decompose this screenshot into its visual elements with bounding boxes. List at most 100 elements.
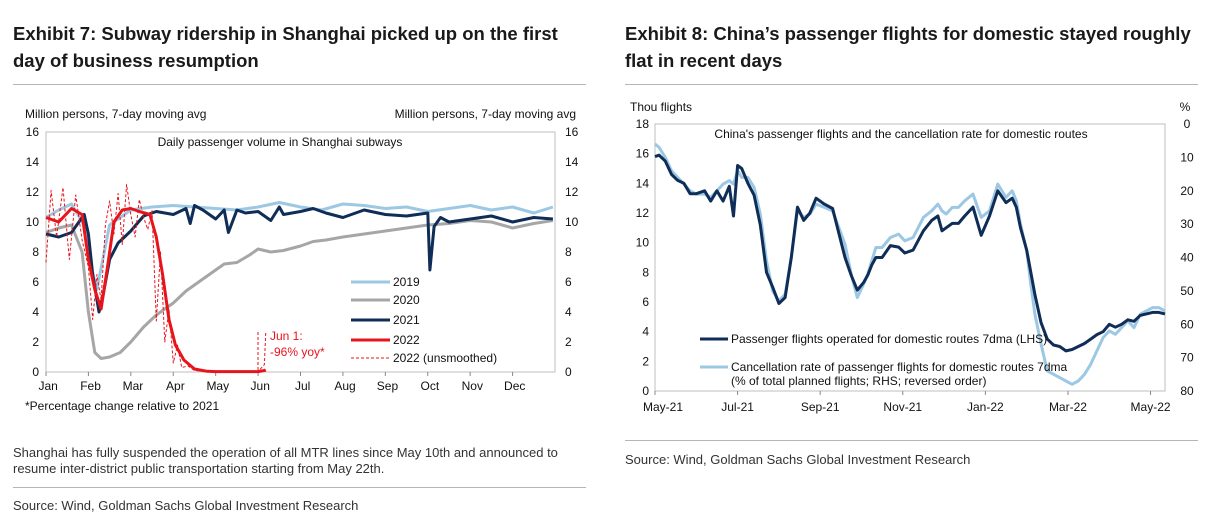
chart7-xtick-label: Aug [334, 379, 355, 393]
chart8-ytick-right: 20 [1180, 184, 1194, 198]
exhibit-7-source: Source: Wind, Goldman Sachs Global Inves… [13, 498, 359, 513]
legend-cancel-label-2: (% of total planned flights; RHS; revers… [731, 374, 986, 388]
chart7-ytick-left: 6 [32, 275, 39, 289]
chart7-xtick-label: May [206, 379, 229, 393]
chart8-line-flights [654, 153, 1166, 353]
chart8-ytick-left: 8 [642, 265, 649, 279]
chart8-plot-frame [654, 123, 1166, 392]
chart7-legend: 2019 2020 2021 2022 2022 (unsmoothed) [351, 275, 497, 365]
chart8-title: China's passenger flights and the cancel… [714, 127, 1087, 141]
chart7-line-2022-unsmoothed- [45, 184, 267, 373]
chart7-footnote: *Percentage change relative to 2021 [25, 399, 219, 413]
chart8-xtick-label: Nov-21 [883, 400, 922, 414]
exhibit-8-source: Source: Wind, Goldman Sachs Global Inves… [625, 452, 971, 467]
chart7-ytick-left: 8 [32, 245, 39, 259]
chart7-line-2020 [45, 219, 554, 360]
chart7-line-2022 [45, 207, 267, 374]
chart7-ytick-right: 6 [565, 275, 572, 289]
chart8-right-axis-title: % [1180, 100, 1191, 114]
legend-cancel-label-1: Cancellation rate of passenger flights f… [731, 360, 1068, 374]
chart7-series [45, 184, 554, 374]
chart7-legend-label: 2020 [393, 293, 420, 307]
exhibit-7-chart: Million persons, 7-day moving avg Millio… [25, 107, 579, 413]
chart7-left-ticks: 0 2 4 6 8 10 12 14 16 [26, 125, 40, 379]
chart8-xtick-label: Jul-21 [721, 400, 754, 414]
chart7-ytick-right: 8 [565, 245, 572, 259]
chart8-ytick-right: 80 [1180, 384, 1194, 398]
chart7-ytick-left: 10 [26, 215, 40, 229]
chart8-line-cancellation-rate [654, 142, 1166, 386]
chart7-ytick-left: 16 [26, 125, 40, 139]
chart8-xtick-label: May-22 [1131, 400, 1171, 414]
chart7-ytick-right: 12 [565, 185, 579, 199]
exhibit-7-note: Shanghai has fully suspended the operati… [13, 445, 558, 476]
chart8-ytick-left: 12 [636, 206, 650, 220]
chart7-xtick-label: Nov [462, 379, 483, 393]
chart8-xtick-label: Sep-21 [801, 400, 840, 414]
exhibit-7-bottom-rule [13, 487, 586, 488]
chart7-ytick-right: 4 [565, 305, 572, 319]
chart8-ytick-right: 60 [1180, 317, 1194, 331]
chart7-legend-label: 2022 (unsmoothed) [393, 351, 497, 365]
chart7-xtick-label: Jul [295, 379, 310, 393]
chart7-ytick-left: 4 [32, 305, 39, 319]
chart7-ytick-left: 2 [32, 335, 39, 349]
chart8-ytick-right: 50 [1180, 284, 1194, 298]
chart7-xtick-label: Dec [504, 379, 525, 393]
chart8-ytick-right: 30 [1180, 217, 1194, 231]
chart7-xtick-label: Oct [421, 379, 440, 393]
chart7-legend-label: 2019 [393, 275, 420, 289]
chart8-ytick-left: 18 [636, 117, 650, 131]
chart7-ytick-left: 0 [32, 365, 39, 379]
chart7-ytick-right: 10 [565, 215, 579, 229]
chart8-left-axis-title: Thou flights [630, 100, 692, 114]
chart8-xtick-label: May-21 [643, 400, 683, 414]
exhibit-7-top-rule [13, 84, 586, 85]
chart7-ytick-right: 2 [565, 335, 572, 349]
chart8-xtick-label: Jan-22 [967, 400, 1004, 414]
chart7-right-axis-title: Million persons, 7-day moving avg [395, 107, 576, 121]
exhibit-7-panel: Exhibit 7: Subway ridership in Shanghai … [0, 0, 590, 520]
chart7-xtick-label: Jan [38, 379, 57, 393]
chart7-title: Daily passenger volume in Shanghai subwa… [158, 135, 403, 149]
chart8-ytick-left: 0 [642, 384, 649, 398]
exhibit-8-panel: Exhibit 8: China’s passenger flights for… [615, 0, 1210, 520]
chart7-ytick-left: 12 [26, 185, 40, 199]
chart8-series [654, 142, 1166, 386]
chart8-ytick-left: 16 [636, 147, 650, 161]
chart8-ytick-right: 0 [1184, 117, 1191, 131]
chart8-ytick-right: 40 [1180, 251, 1194, 265]
chart7-ytick-right: 14 [565, 155, 579, 169]
exhibit-8-chart: Thou flights % China's passenger flights… [630, 100, 1194, 414]
chart8-xtick-label: Mar-22 [1049, 400, 1087, 414]
chart8-ytick-left: 10 [636, 236, 650, 250]
chart7-xtick-label: Feb [80, 379, 101, 393]
chart8-x-ticks: May-21 Jul-21 Sep-21 Nov-21 Jan-22 Mar-22 May-… [643, 391, 1171, 414]
chart8-ytick-left: 14 [636, 176, 650, 190]
legend-flights-label: Passenger flights operated for domestic … [731, 332, 1047, 346]
jun1-annotation-line2: -96% yoy* [270, 345, 325, 359]
chart8-left-ticks: 0 2 4 6 8 10 12 14 16 18 [636, 117, 650, 398]
exhibit-8-bottom-rule [625, 440, 1198, 441]
chart7-right-ticks: 0 2 4 6 8 10 12 14 16 [565, 125, 579, 379]
chart7-ytick-left: 14 [26, 155, 40, 169]
chart8-ytick-left: 6 [642, 295, 649, 309]
chart7-x-ticks: Jan Feb Mar Apr May Jun Jul Aug Sep Oct Nov Dec [38, 372, 525, 393]
chart7-legend-label: 2022 [393, 333, 420, 347]
chart8-ytick-right: 70 [1180, 351, 1194, 365]
exhibit-7-title: Exhibit 7: Subway ridership in Shanghai … [13, 23, 558, 71]
chart7-xtick-label: Sep [377, 379, 399, 393]
chart8-ytick-left: 2 [642, 354, 649, 368]
chart7-xtick-label: Mar [123, 379, 144, 393]
chart8-right-ticks: 0 10 20 30 40 50 60 70 80 [1180, 117, 1194, 398]
chart8-ytick-left: 4 [642, 325, 649, 339]
chart7-ytick-right: 0 [565, 365, 572, 379]
chart7-legend-label: 2021 [393, 313, 420, 327]
exhibit-8-title: Exhibit 8: China’s passenger flights for… [625, 23, 1191, 71]
chart7-ytick-right: 16 [565, 125, 579, 139]
chart7-xtick-label: Jun [251, 379, 270, 393]
chart7-xtick-label: Apr [166, 379, 185, 393]
chart8-ytick-right: 10 [1180, 150, 1194, 164]
chart8-legend: Passenger flights operated for domestic … [700, 332, 1068, 388]
exhibit-8-top-rule [625, 84, 1198, 85]
